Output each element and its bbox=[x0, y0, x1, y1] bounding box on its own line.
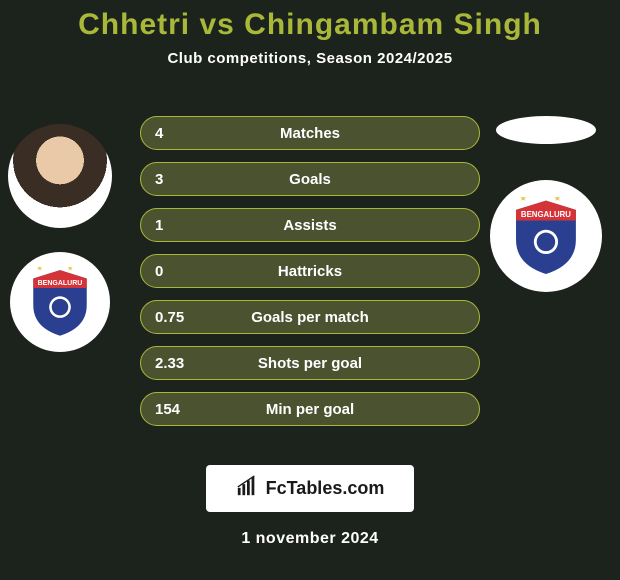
stat-row: 3Goals bbox=[140, 162, 480, 196]
stat-row: 1Assists bbox=[140, 208, 480, 242]
svg-text:BENGALURU: BENGALURU bbox=[38, 280, 83, 287]
stat-row: 154Min per goal bbox=[140, 392, 480, 426]
generated-date: 1 november 2024 bbox=[241, 530, 378, 548]
stat-value-left: 1 bbox=[155, 217, 163, 234]
svg-text:BENGALURU: BENGALURU bbox=[521, 210, 571, 219]
stat-row: 0Hattricks bbox=[140, 254, 480, 288]
stat-label: Assists bbox=[141, 217, 479, 234]
footer: FcTables.com 1 november 2024 bbox=[0, 465, 620, 548]
infographic-root: Chhetri vs Chingambam Singh Club competi… bbox=[0, 0, 620, 580]
stats-table: 4Matches3Goals1Assists0Hattricks0.75Goal… bbox=[140, 116, 480, 438]
stat-value-left: 0 bbox=[155, 263, 163, 280]
stat-label: Hattricks bbox=[141, 263, 479, 280]
stat-label: Goals bbox=[141, 171, 479, 188]
page-subtitle: Club competitions, Season 2024/2025 bbox=[0, 50, 620, 67]
stat-row: 0.75Goals per match bbox=[140, 300, 480, 334]
player-left-column: BENGALURU bbox=[8, 124, 112, 352]
player-left-club-badge: BENGALURU bbox=[10, 252, 110, 352]
stat-value-left: 154 bbox=[155, 401, 180, 418]
stat-label: Matches bbox=[141, 125, 479, 142]
stat-row: 2.33Shots per goal bbox=[140, 346, 480, 380]
player-right-column: BENGALURU bbox=[490, 116, 602, 292]
stat-label: Goals per match bbox=[141, 309, 479, 326]
stat-value-left: 2.33 bbox=[155, 355, 184, 372]
stat-value-left: 3 bbox=[155, 171, 163, 188]
stat-label: Shots per goal bbox=[141, 355, 479, 372]
player-right-avatar-placeholder bbox=[496, 116, 596, 144]
brand-badge: FcTables.com bbox=[206, 465, 415, 512]
stat-value-left: 0.75 bbox=[155, 309, 184, 326]
brand-text: FcTables.com bbox=[266, 478, 385, 499]
stat-value-left: 4 bbox=[155, 125, 163, 142]
player-left-avatar bbox=[8, 124, 112, 228]
club-shield-icon: BENGALURU bbox=[27, 267, 93, 337]
player-right-club-badge: BENGALURU bbox=[490, 180, 602, 292]
barchart-icon bbox=[236, 475, 258, 502]
club-shield-icon: BENGALURU bbox=[509, 197, 583, 275]
stat-label: Min per goal bbox=[141, 401, 479, 418]
stat-row: 4Matches bbox=[140, 116, 480, 150]
page-title: Chhetri vs Chingambam Singh bbox=[0, 0, 620, 42]
